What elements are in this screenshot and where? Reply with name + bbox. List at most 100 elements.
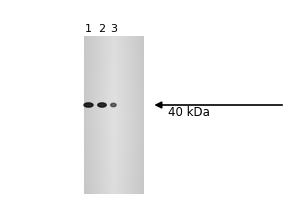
- Bar: [107, 36, 108, 194]
- Bar: [84, 104, 144, 107]
- Bar: [84, 107, 144, 110]
- Bar: [122, 36, 123, 194]
- Bar: [84, 81, 144, 83]
- Bar: [119, 36, 120, 194]
- Bar: [84, 165, 144, 168]
- Bar: [101, 36, 102, 194]
- Bar: [84, 112, 144, 115]
- Bar: [84, 52, 144, 54]
- Bar: [90, 36, 91, 194]
- Bar: [121, 36, 122, 194]
- Bar: [84, 133, 144, 136]
- Bar: [84, 186, 144, 189]
- Bar: [84, 176, 144, 178]
- Bar: [106, 36, 107, 194]
- Bar: [84, 62, 144, 65]
- Text: 1: 1: [85, 24, 92, 34]
- Bar: [127, 36, 128, 194]
- Bar: [111, 36, 112, 194]
- Bar: [88, 36, 89, 194]
- Bar: [93, 36, 94, 194]
- Bar: [84, 152, 144, 154]
- Bar: [116, 36, 117, 194]
- Bar: [142, 36, 143, 194]
- Bar: [84, 128, 144, 131]
- Bar: [140, 36, 141, 194]
- Bar: [137, 36, 138, 194]
- Bar: [84, 115, 144, 118]
- Bar: [91, 36, 92, 194]
- Bar: [84, 36, 144, 39]
- Bar: [84, 91, 144, 94]
- Bar: [84, 181, 144, 183]
- Bar: [84, 173, 144, 176]
- Text: 2: 2: [98, 24, 106, 34]
- Bar: [130, 36, 131, 194]
- Bar: [139, 36, 140, 194]
- Bar: [84, 147, 144, 149]
- Bar: [84, 73, 144, 76]
- Bar: [85, 36, 86, 194]
- Bar: [84, 76, 144, 78]
- Bar: [84, 154, 144, 157]
- Bar: [134, 36, 135, 194]
- Bar: [84, 41, 144, 44]
- Bar: [109, 36, 110, 194]
- Bar: [84, 131, 144, 133]
- Bar: [84, 139, 144, 141]
- Bar: [84, 39, 144, 41]
- Bar: [87, 36, 88, 194]
- Bar: [125, 36, 126, 194]
- Bar: [86, 36, 87, 194]
- Bar: [84, 110, 144, 112]
- Bar: [96, 36, 97, 194]
- Bar: [84, 162, 144, 165]
- Bar: [84, 89, 144, 91]
- Bar: [128, 36, 129, 194]
- Bar: [84, 83, 144, 86]
- Bar: [117, 36, 118, 194]
- Bar: [113, 36, 114, 194]
- Bar: [84, 47, 144, 49]
- Bar: [102, 36, 103, 194]
- Bar: [103, 36, 104, 194]
- Bar: [95, 36, 96, 194]
- Bar: [84, 189, 144, 191]
- Bar: [84, 78, 144, 81]
- Bar: [138, 36, 139, 194]
- Bar: [84, 149, 144, 152]
- Bar: [97, 36, 98, 194]
- Ellipse shape: [98, 103, 106, 107]
- Bar: [84, 70, 144, 73]
- Bar: [98, 36, 99, 194]
- Bar: [84, 86, 144, 89]
- Ellipse shape: [84, 103, 93, 107]
- Bar: [94, 36, 95, 194]
- Bar: [136, 36, 137, 194]
- Bar: [84, 157, 144, 160]
- Bar: [84, 144, 144, 147]
- Bar: [84, 191, 144, 194]
- Bar: [84, 123, 144, 126]
- Bar: [84, 141, 144, 144]
- Bar: [84, 160, 144, 162]
- Bar: [129, 36, 130, 194]
- Bar: [120, 36, 121, 194]
- Bar: [114, 36, 115, 194]
- Text: 40 kDa: 40 kDa: [168, 106, 210, 118]
- Bar: [126, 36, 127, 194]
- Bar: [135, 36, 136, 194]
- Bar: [99, 36, 100, 194]
- Bar: [84, 168, 144, 170]
- Bar: [123, 36, 124, 194]
- Bar: [84, 54, 144, 57]
- Bar: [84, 183, 144, 186]
- Bar: [84, 170, 144, 173]
- Bar: [143, 36, 144, 194]
- Bar: [118, 36, 119, 194]
- Bar: [89, 36, 90, 194]
- Bar: [84, 44, 144, 47]
- Bar: [132, 36, 133, 194]
- Bar: [100, 36, 101, 194]
- Bar: [84, 118, 144, 120]
